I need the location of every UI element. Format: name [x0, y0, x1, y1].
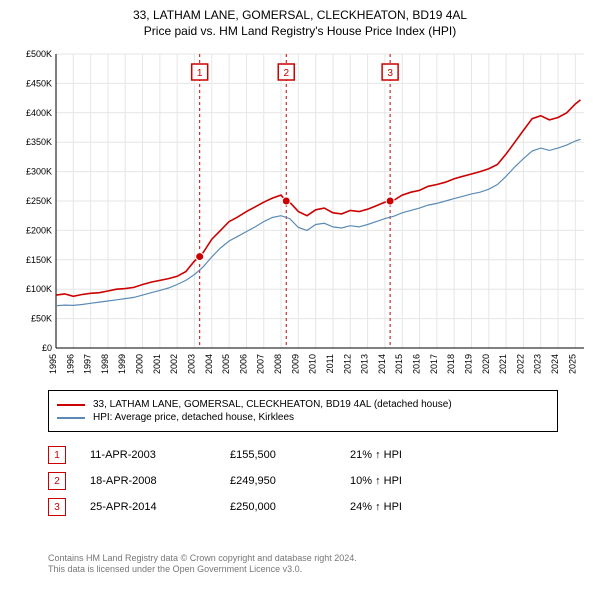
svg-text:2008: 2008: [273, 354, 283, 374]
svg-text:2002: 2002: [169, 354, 179, 374]
title-line-1: 33, LATHAM LANE, GOMERSAL, CLECKHEATON, …: [0, 8, 600, 22]
svg-text:£300K: £300K: [26, 167, 52, 177]
sale-date: 25-APR-2014: [90, 501, 230, 513]
footer-line-2: This data is licensed under the Open Gov…: [48, 564, 357, 576]
svg-text:2006: 2006: [238, 354, 248, 374]
legend-swatch-hpi: [57, 417, 85, 419]
svg-text:2022: 2022: [515, 354, 525, 374]
sale-price: £155,500: [230, 449, 350, 461]
sale-event-row: 2 18-APR-2008 £249,950 10% ↑ HPI: [48, 472, 470, 490]
title-line-2: Price paid vs. HM Land Registry's House …: [0, 24, 600, 38]
svg-text:2011: 2011: [325, 354, 335, 373]
svg-text:2014: 2014: [377, 354, 387, 374]
svg-text:2007: 2007: [256, 354, 266, 374]
sale-marker-badge: 2: [48, 472, 66, 490]
footer-line-1: Contains HM Land Registry data © Crown c…: [48, 553, 357, 565]
svg-text:£150K: £150K: [26, 255, 52, 265]
attribution-footer: Contains HM Land Registry data © Crown c…: [48, 553, 357, 576]
svg-text:£50K: £50K: [31, 314, 52, 324]
sale-event-row: 1 11-APR-2003 £155,500 21% ↑ HPI: [48, 446, 470, 464]
svg-text:2021: 2021: [498, 354, 508, 374]
sale-pct-vs-hpi: 21% ↑ HPI: [350, 449, 470, 461]
sale-pct-vs-hpi: 10% ↑ HPI: [350, 475, 470, 487]
chart-title: 33, LATHAM LANE, GOMERSAL, CLECKHEATON, …: [0, 0, 600, 42]
svg-text:1: 1: [197, 68, 203, 79]
sale-date: 11-APR-2003: [90, 449, 230, 461]
sale-event-row: 3 25-APR-2014 £250,000 24% ↑ HPI: [48, 498, 470, 516]
svg-text:2013: 2013: [360, 354, 370, 374]
svg-text:2015: 2015: [394, 354, 404, 374]
svg-text:2003: 2003: [186, 354, 196, 374]
svg-text:£450K: £450K: [26, 78, 52, 88]
svg-text:1997: 1997: [83, 354, 93, 374]
svg-text:2000: 2000: [135, 354, 145, 374]
svg-text:£400K: £400K: [26, 108, 52, 118]
sale-marker-badge: 1: [48, 446, 66, 464]
svg-text:2023: 2023: [533, 354, 543, 374]
sale-price: £250,000: [230, 501, 350, 513]
svg-text:2009: 2009: [290, 354, 300, 374]
svg-text:2012: 2012: [342, 354, 352, 374]
legend-swatch-property: [57, 404, 85, 406]
svg-text:2005: 2005: [221, 354, 231, 374]
svg-text:2018: 2018: [446, 354, 456, 374]
price-chart: £0 £50K £100K £150K £200K £250K £300K £350K £400…: [10, 48, 590, 378]
svg-text:1998: 1998: [100, 354, 110, 374]
svg-text:2010: 2010: [308, 354, 318, 374]
sale-events-table: 1 11-APR-2003 £155,500 21% ↑ HPI 2 18-AP…: [48, 438, 470, 524]
legend-item-property: 33, LATHAM LANE, GOMERSAL, CLECKHEATON, …: [57, 399, 549, 410]
svg-text:£100K: £100K: [26, 284, 52, 294]
svg-text:£350K: £350K: [26, 137, 52, 147]
svg-text:2020: 2020: [481, 354, 491, 374]
legend-label-property: 33, LATHAM LANE, GOMERSAL, CLECKHEATON, …: [93, 399, 452, 410]
svg-text:2025: 2025: [567, 354, 577, 374]
svg-text:2: 2: [283, 68, 289, 79]
svg-text:1996: 1996: [65, 354, 75, 374]
legend: 33, LATHAM LANE, GOMERSAL, CLECKHEATON, …: [48, 390, 558, 432]
sale-price: £249,950: [230, 475, 350, 487]
legend-item-hpi: HPI: Average price, detached house, Kirk…: [57, 412, 549, 423]
legend-label-hpi: HPI: Average price, detached house, Kirk…: [93, 412, 294, 423]
svg-text:£200K: £200K: [26, 225, 52, 235]
sale-pct-vs-hpi: 24% ↑ HPI: [350, 501, 470, 513]
svg-text:2004: 2004: [204, 354, 214, 374]
svg-text:2001: 2001: [152, 354, 162, 374]
svg-text:£250K: £250K: [26, 196, 52, 206]
svg-text:1995: 1995: [48, 354, 58, 374]
sale-date: 18-APR-2008: [90, 475, 230, 487]
svg-text:2016: 2016: [412, 354, 422, 374]
svg-text:1999: 1999: [117, 354, 127, 374]
svg-text:2017: 2017: [429, 354, 439, 374]
svg-text:£0: £0: [42, 343, 52, 353]
svg-text:2019: 2019: [463, 354, 473, 374]
svg-text:£500K: £500K: [26, 49, 52, 59]
sale-marker-badge: 3: [48, 498, 66, 516]
svg-text:2024: 2024: [550, 354, 560, 374]
svg-text:3: 3: [387, 68, 393, 79]
